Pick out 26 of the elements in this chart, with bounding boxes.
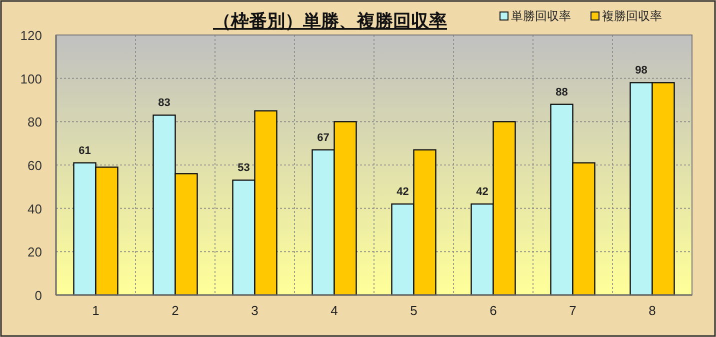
data-label: 61 xyxy=(78,144,91,157)
x-tick-label: 4 xyxy=(330,303,338,318)
x-tick-label: 3 xyxy=(251,303,258,318)
legend-label: 単勝回収率 xyxy=(511,9,571,23)
data-label: 42 xyxy=(476,186,488,198)
x-tick-label: 6 xyxy=(490,303,497,318)
data-label: 42 xyxy=(396,186,409,198)
data-label: 83 xyxy=(158,97,170,110)
data-label: 67 xyxy=(317,132,330,144)
x-tick-label: 2 xyxy=(172,303,179,318)
y-tick-label: 20 xyxy=(28,244,42,260)
chart-title: （枠番別）単勝、複勝回収率 xyxy=(213,11,447,31)
x-tick-label: 7 xyxy=(569,303,576,318)
x-tick-label: 8 xyxy=(648,303,656,318)
data-label: 88 xyxy=(556,86,568,98)
x-tick-label: 5 xyxy=(410,303,418,318)
y-tick-label: 0 xyxy=(34,288,42,303)
y-tick-label: 40 xyxy=(28,201,42,216)
x-tick-label: 1 xyxy=(92,303,100,318)
y-tick-label: 100 xyxy=(20,71,42,86)
data-label: 53 xyxy=(238,162,250,174)
y-tick-label: 80 xyxy=(28,114,42,130)
y-tick-label: 120 xyxy=(20,28,42,43)
legend-label: 複勝回収率 xyxy=(602,9,662,23)
data-label: 98 xyxy=(635,64,648,77)
y-tick-label: 60 xyxy=(28,158,42,173)
